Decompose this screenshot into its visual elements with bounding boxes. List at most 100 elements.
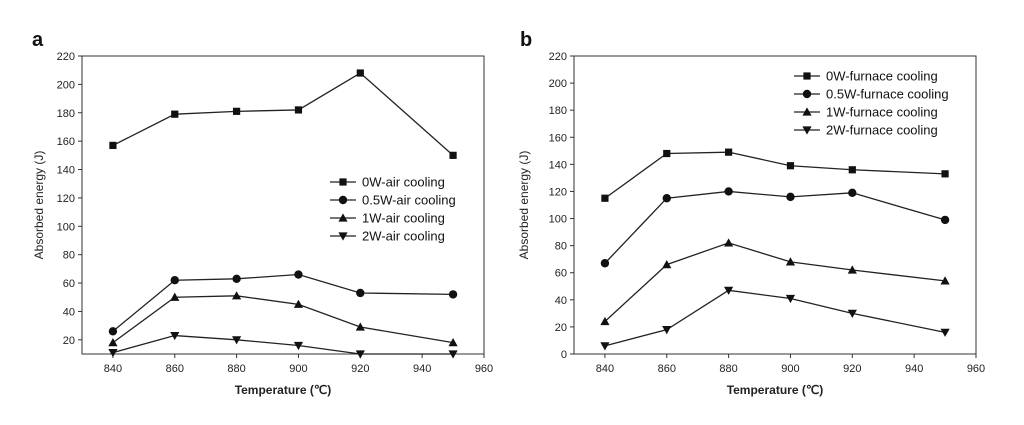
chart-panel-a: a Absorbed energy (J) Temperature (℃) 20… [32, 29, 493, 397]
chart-b-y-tick-label: 180 [549, 105, 567, 117]
chart-b-y-tick-label: 60 [555, 268, 567, 280]
chart-b-x-tick-label: 840 [596, 363, 614, 375]
chart-b-point [600, 259, 610, 268]
chart-b-y-tick-label: 120 [549, 186, 567, 198]
chart-a-series-line-0 [112, 72, 454, 156]
chart-a-point [108, 338, 118, 347]
chart-a-y-axis-title: Absorbed energy (J) [32, 151, 46, 260]
chart-b-point [600, 316, 610, 326]
chart-a-y-tick-label: 200 [57, 79, 75, 91]
chart-b-x-tick-label: 920 [843, 363, 861, 375]
chart-b-point [724, 187, 733, 196]
chart-a-x-tick-label: 840 [104, 363, 122, 375]
chart-b-y-tick-label: 160 [549, 132, 567, 144]
chart-a-y-tick-label: 140 [57, 165, 75, 177]
chart-a-legend-marker [338, 232, 348, 241]
chart-a-point [356, 69, 364, 77]
panel-b-letter: b [520, 29, 532, 51]
chart-b-svg: b Absorbed energy (J) Temperature (℃) 0 2… [517, 29, 985, 397]
chart-a-y-tick-label: 40 [63, 306, 75, 318]
chart-b-legend-marker [802, 126, 812, 135]
chart-a-point [448, 338, 458, 347]
chart-a-y-tick-label: 80 [63, 250, 75, 262]
chart-a-point [233, 107, 241, 115]
chart-a-x-tick-label: 900 [289, 363, 307, 375]
chart-a-plot-area [81, 55, 485, 355]
chart-b-legend-marker [802, 107, 812, 116]
chart-b-series-line-0 [604, 151, 946, 199]
chart-b-point [662, 260, 672, 269]
chart-a-x-axis-title: Temperature (℃) [235, 383, 332, 397]
chart-a-point [232, 274, 241, 283]
chart-b-point [663, 149, 671, 158]
chart-b-x-axis-title: Temperature (℃) [727, 383, 824, 397]
chart-b-x-tick-label: 880 [719, 363, 737, 375]
chart-a-legend-marker [338, 195, 348, 205]
chart-a-series-line-1 [112, 273, 454, 332]
chart-a-y-tick-label: 100 [57, 221, 75, 233]
chart-a-y-tick-label: 220 [57, 51, 75, 63]
chart-b-y-tick-label: 40 [555, 295, 567, 307]
chart-a-y-tick-label: 60 [63, 278, 75, 290]
chart-b-point [724, 286, 734, 295]
chart-a-point [170, 292, 180, 301]
chart-a-point [356, 288, 365, 298]
chart-b-point [785, 257, 796, 266]
chart-b-y-tick-label: 200 [549, 78, 567, 90]
chart-panel-b: b Absorbed energy (J) Temperature (℃) 0 2… [512, 0, 1024, 425]
chart-b-point [725, 148, 733, 156]
chart-b-point [662, 326, 672, 335]
chart-a-x-tick-label: 880 [227, 363, 245, 375]
chart-a-legend-label: 2W-air cooling [362, 229, 445, 244]
chart-a-point [448, 350, 458, 359]
chart-b-y-tick-label: 220 [549, 51, 567, 63]
chart-b-y-axis-title: Absorbed energy (J) [517, 151, 531, 260]
panel-a-letter: a [32, 29, 44, 51]
chart-a-svg: a Absorbed energy (J) Temperature (℃) 20… [32, 29, 493, 397]
chart-a-point [108, 348, 118, 358]
chart-b-series-line-3 [604, 289, 946, 347]
chart-a-legend-marker [339, 178, 347, 186]
chart-a-y-tick-label: 180 [57, 108, 75, 120]
chart-a-point [355, 350, 365, 359]
chart-a-point [294, 106, 303, 114]
chart-a-point [171, 110, 179, 118]
chart-b-point [601, 194, 609, 202]
chart-b-series-line-2 [604, 242, 946, 322]
chart-a-x-tick-label: 940 [413, 363, 431, 375]
chart-a-series-line-3 [112, 334, 454, 355]
chart-b-point [785, 294, 796, 304]
chart-a-point [232, 336, 242, 345]
chart-b-y-tick-label: 100 [549, 214, 567, 226]
chart-b-legend-marker [803, 72, 811, 80]
chart-b-point [848, 188, 857, 198]
chart-a-series-line-2 [112, 295, 454, 344]
chart-b-point [662, 194, 671, 203]
chart-a-x-tick-label: 960 [475, 363, 493, 375]
chart-b-y-tick-label: 80 [555, 241, 567, 253]
chart-a-point [294, 270, 303, 279]
chart-a-legend-marker [338, 213, 348, 222]
chart-a-point [448, 290, 458, 299]
chart-b-plot-area [573, 55, 977, 355]
chart-a-point [170, 276, 179, 285]
chart-a-x-tick-label: 920 [351, 363, 369, 375]
chart-b-legend-marker [802, 89, 812, 99]
chart-a-point [449, 151, 457, 159]
chart-b-x-tick-label: 960 [967, 363, 985, 375]
chart-b-point [941, 170, 949, 178]
chart-a-point [232, 291, 242, 300]
chart-b-point [786, 162, 795, 170]
chart-b-x-tick-label: 900 [781, 363, 799, 375]
chart-b-point [786, 192, 795, 202]
chart-b-series-line-1 [604, 190, 946, 264]
chart-a-point [109, 141, 117, 149]
chart-b-y-tick-label: 20 [555, 322, 567, 334]
chart-b-point [847, 265, 857, 274]
chart-a-y-tick-label: 20 [63, 335, 75, 347]
chart-a-y-tick-label: 120 [57, 193, 75, 205]
chart-b-legend-label: 1W-furnace cooling [826, 105, 938, 120]
chart-b-legend-label: 2W-furnace cooling [826, 123, 938, 138]
chart-a-x-tick-label: 860 [166, 363, 184, 375]
chart-a-legend-label: 0W-air cooling [362, 175, 445, 190]
